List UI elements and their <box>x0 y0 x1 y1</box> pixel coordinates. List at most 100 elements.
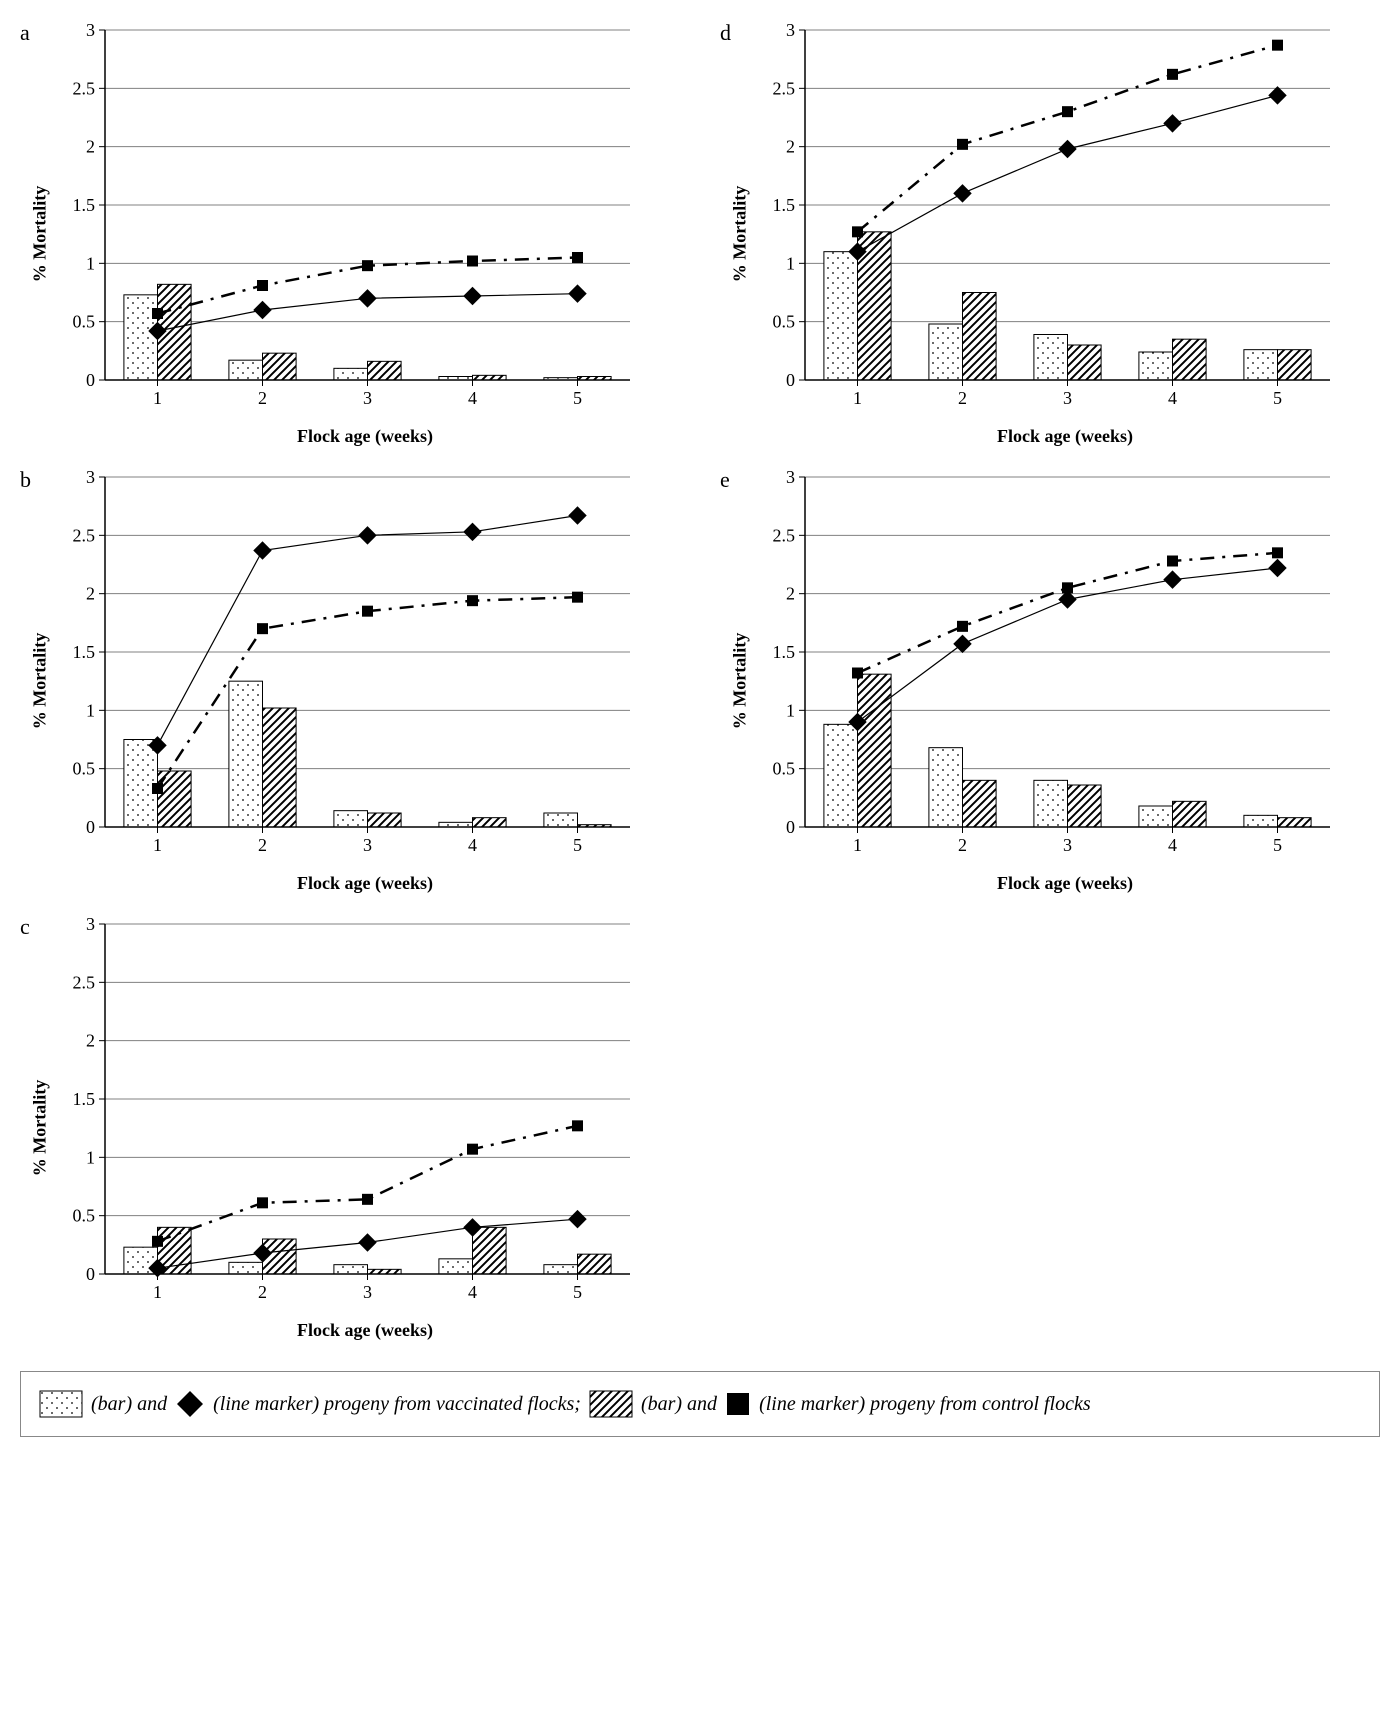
svg-text:5: 5 <box>573 388 582 408</box>
panel-grid: a % Mortality 00.511.522.5312345 Flock a… <box>20 20 1380 1341</box>
bar-vacc <box>929 748 963 827</box>
svg-text:0.5: 0.5 <box>73 759 96 779</box>
panel-label: e <box>720 467 730 493</box>
bar-ctrl <box>368 813 402 827</box>
svg-text:3: 3 <box>1063 388 1072 408</box>
svg-text:0.5: 0.5 <box>73 1206 96 1226</box>
legend-swatch-vacc-bar <box>39 1390 83 1418</box>
svg-text:2: 2 <box>86 137 95 157</box>
x-axis-label: Flock age (weeks) <box>50 1320 680 1341</box>
line-ctrl-marker <box>467 256 478 267</box>
bar-vacc <box>229 681 263 827</box>
chart-a: 00.511.522.5312345 <box>50 20 650 420</box>
line-ctrl-line <box>858 553 1278 673</box>
svg-text:1: 1 <box>153 388 162 408</box>
bar-vacc <box>229 360 263 380</box>
line-vacc-marker <box>1058 590 1076 608</box>
x-axis-label: Flock age (weeks) <box>50 426 680 447</box>
svg-text:4: 4 <box>468 1282 477 1302</box>
bar-vacc <box>1034 335 1068 381</box>
svg-text:3: 3 <box>363 835 372 855</box>
bar-ctrl <box>963 780 997 827</box>
bar-vacc <box>124 295 158 380</box>
line-ctrl-marker <box>467 1144 478 1155</box>
svg-text:1: 1 <box>86 1147 95 1167</box>
bar-ctrl <box>473 818 507 827</box>
svg-text:0: 0 <box>86 370 95 390</box>
bar-ctrl <box>263 708 297 827</box>
line-vacc-marker <box>358 289 376 307</box>
bar-vacc <box>439 1259 473 1274</box>
svg-text:4: 4 <box>1168 388 1177 408</box>
line-vacc-marker <box>568 284 586 302</box>
line-ctrl-marker <box>257 1197 268 1208</box>
chart-cell-d: d % Mortality 00.511.522.5312345 Flock a… <box>720 20 1380 447</box>
bar-ctrl <box>858 674 892 827</box>
bar-ctrl <box>473 1227 507 1274</box>
bar-vacc <box>334 368 368 380</box>
panel-label: c <box>20 914 30 940</box>
bar-vacc <box>824 252 858 380</box>
line-vacc-marker <box>358 526 376 544</box>
bar-vacc <box>544 813 578 827</box>
line-ctrl-line <box>858 45 1278 232</box>
panel-label: d <box>720 20 731 46</box>
bar-ctrl <box>578 1254 612 1274</box>
legend-swatch-vacc-diamond <box>175 1389 205 1419</box>
panel-label: b <box>20 467 31 493</box>
svg-text:1.5: 1.5 <box>773 642 796 662</box>
chart-b: 00.511.522.5312345 <box>50 467 650 867</box>
svg-text:0.5: 0.5 <box>73 312 96 332</box>
chart-cell-b: b % Mortality 00.511.522.5312345 Flock a… <box>20 467 680 894</box>
svg-text:2: 2 <box>786 137 795 157</box>
line-vacc-marker <box>1163 570 1181 588</box>
bar-vacc <box>1244 815 1278 827</box>
svg-text:3: 3 <box>363 388 372 408</box>
bar-ctrl <box>963 293 997 381</box>
bar-vacc <box>1034 780 1068 827</box>
svg-text:4: 4 <box>468 835 477 855</box>
line-ctrl-marker <box>572 252 583 263</box>
svg-text:2: 2 <box>86 584 95 604</box>
line-vacc-line <box>858 95 1278 251</box>
bar-ctrl <box>1068 345 1102 380</box>
legend: (bar) and (line marker) progeny from vac… <box>20 1371 1380 1437</box>
svg-text:0.5: 0.5 <box>773 759 796 779</box>
svg-text:2: 2 <box>786 584 795 604</box>
line-vacc-marker <box>568 506 586 524</box>
svg-text:4: 4 <box>1168 835 1177 855</box>
svg-text:1: 1 <box>786 253 795 273</box>
svg-text:2.5: 2.5 <box>773 525 796 545</box>
bar-ctrl <box>1278 818 1312 827</box>
svg-text:2.5: 2.5 <box>73 78 96 98</box>
chart-cell-a: a % Mortality 00.511.522.5312345 Flock a… <box>20 20 680 447</box>
svg-text:1.5: 1.5 <box>73 1089 96 1109</box>
bar-vacc <box>334 811 368 827</box>
bar-vacc <box>1139 352 1173 380</box>
y-axis-label: % Mortality <box>730 632 751 728</box>
y-axis-label: % Mortality <box>30 1079 51 1175</box>
line-vacc-marker <box>1268 86 1286 104</box>
svg-text:2: 2 <box>258 835 267 855</box>
svg-text:3: 3 <box>86 20 95 40</box>
chart-e: 00.511.522.5312345 <box>750 467 1350 867</box>
line-ctrl-marker <box>1272 547 1283 558</box>
svg-text:1.5: 1.5 <box>73 195 96 215</box>
line-vacc-marker <box>953 184 971 202</box>
line-ctrl-marker <box>1167 556 1178 567</box>
line-ctrl-marker <box>152 783 163 794</box>
chart-cell-e: e % Mortality 00.511.522.5312345 Flock a… <box>720 467 1380 894</box>
line-ctrl-marker <box>1062 106 1073 117</box>
svg-text:3: 3 <box>786 20 795 40</box>
svg-text:1.5: 1.5 <box>73 642 96 662</box>
bar-vacc <box>929 324 963 380</box>
line-vacc-marker <box>1163 114 1181 132</box>
svg-text:2.5: 2.5 <box>73 525 96 545</box>
svg-text:1: 1 <box>86 700 95 720</box>
line-vacc-marker <box>1058 140 1076 158</box>
line-vacc-marker <box>358 1233 376 1251</box>
line-vacc-marker <box>568 1210 586 1228</box>
x-axis-label: Flock age (weeks) <box>50 873 680 894</box>
x-axis-label: Flock age (weeks) <box>750 426 1380 447</box>
svg-text:4: 4 <box>468 388 477 408</box>
